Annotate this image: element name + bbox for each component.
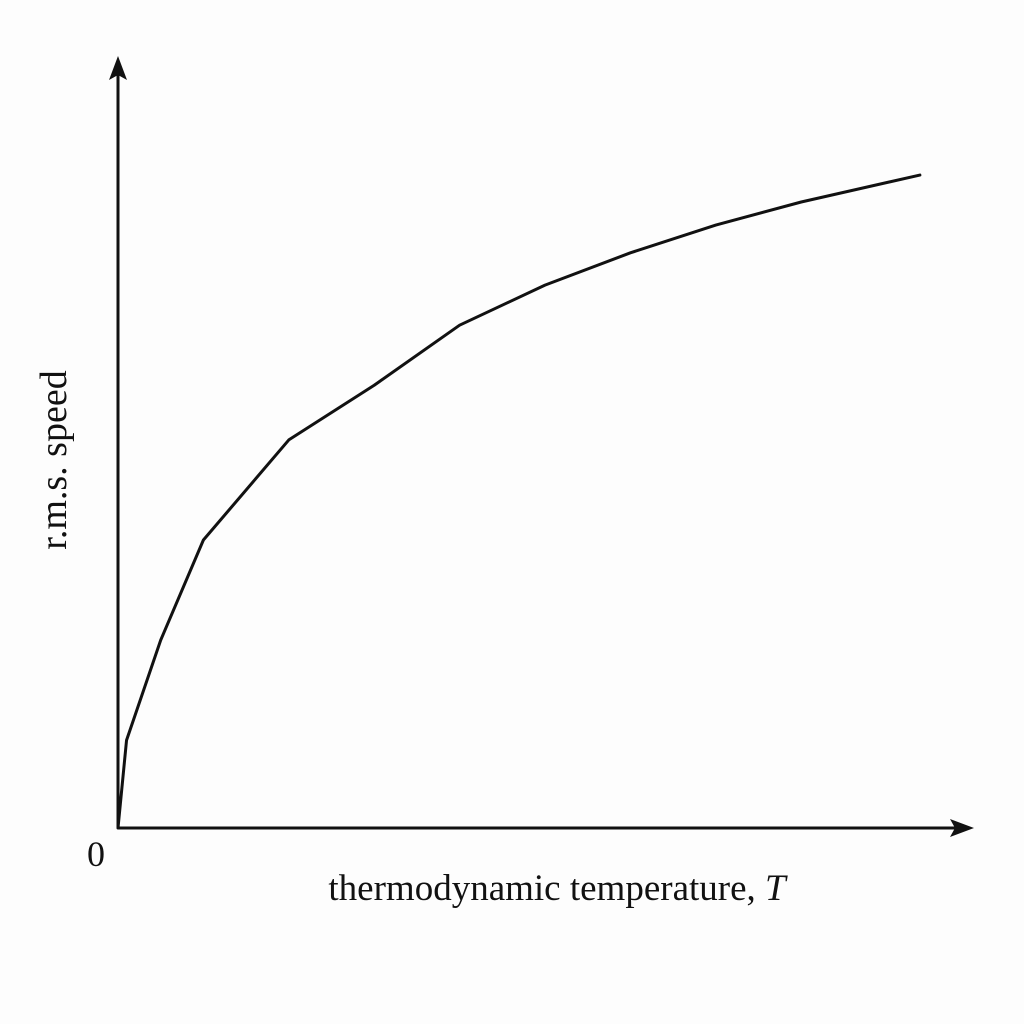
origin-label: 0 xyxy=(87,834,105,874)
y-axis-label: r.m.s. speed xyxy=(33,370,75,549)
x-axis-arrow xyxy=(950,819,974,837)
x-axis-label: thermodynamic temperature, T xyxy=(328,868,788,909)
y-axis-arrow xyxy=(109,56,127,80)
curve xyxy=(116,173,922,830)
